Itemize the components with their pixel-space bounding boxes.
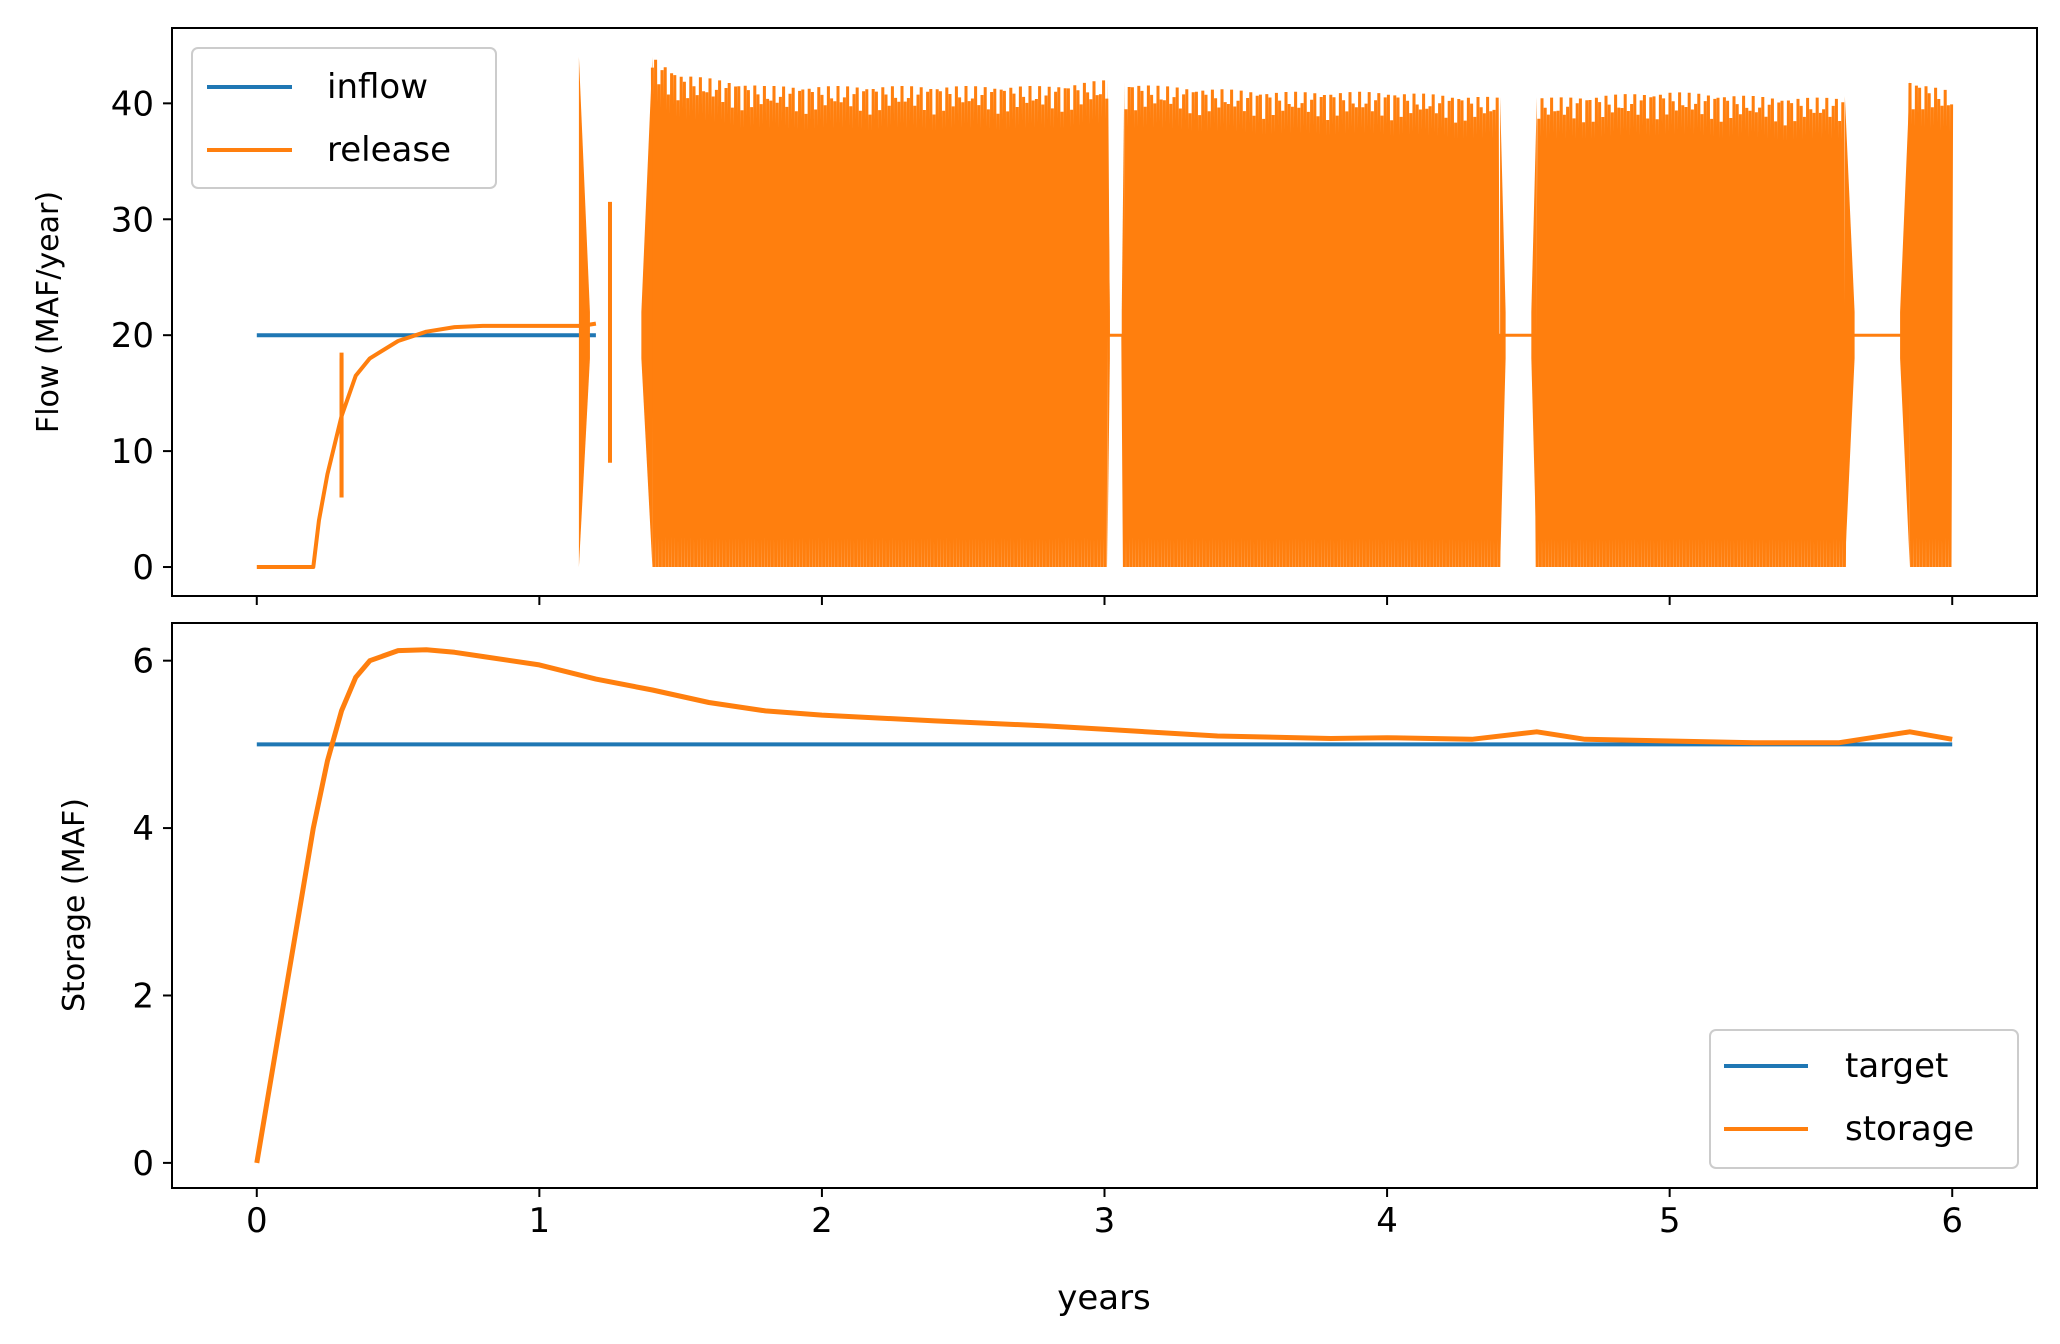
flow-y-axis-label: Flow (MAF/year) (31, 191, 66, 433)
storage-x-tick-label: 0 (246, 1201, 268, 1241)
series-release-transition (578, 56, 590, 568)
flow-y-tick-label: 20 (111, 316, 154, 356)
storage-y-tick-label: 2 (132, 976, 154, 1016)
storage-y-tick-label: 0 (132, 1144, 154, 1184)
series-line-release-oscillation (650, 59, 1954, 568)
storage-y-tick-label: 6 (132, 642, 154, 682)
storage-x-tick-label: 6 (1941, 1201, 1963, 1241)
flow-y-tick-label: 30 (111, 200, 154, 240)
flow-y-tick-label: 40 (111, 84, 154, 124)
legend-label-storage: storage (1845, 1109, 1974, 1149)
storage-x-tick-label: 3 (1094, 1201, 1116, 1241)
flow-legend-box (191, 47, 497, 189)
legend-label-release: release (327, 130, 451, 170)
storage-panel: 0 1 2 3 4 5 6 0 2 4 6 Storage (MAF) years target … (57, 622, 2038, 1318)
flow-y-tick-label: 10 (111, 432, 154, 472)
flow-x-ticks (255, 596, 1954, 605)
series-release-transition (1844, 96, 1855, 568)
flow-legend: inflow release (191, 47, 497, 189)
series-release-transition (1121, 82, 1125, 568)
storage-legend: target storage (1709, 1029, 2019, 1169)
flow-panel: 0 10 20 30 40 Flow (MAF/year) inflow release (31, 27, 2038, 605)
series-release-transition (641, 56, 653, 568)
series-release-transition (1531, 97, 1537, 568)
flow-plot-area (256, 56, 1954, 569)
storage-x-tick-label: 5 (1659, 1201, 1681, 1241)
flow-y-tick-label: 0 (132, 548, 154, 588)
flow-y-ticks: 0 10 20 30 40 (111, 84, 172, 588)
series-release-transition (1107, 80, 1110, 568)
storage-y-tick-label: 4 (132, 809, 154, 849)
legend-label-inflow: inflow (327, 67, 428, 107)
storage-plot-area (254, 647, 1953, 1164)
series-release-transition (1900, 80, 1910, 568)
legend-label-target: target (1845, 1046, 1948, 1086)
series-line-storage (254, 647, 1953, 1164)
storage-x-tick-label: 2 (811, 1201, 833, 1241)
storage-x-axis-label: years (1057, 1278, 1151, 1318)
storage-x-tick-label: 4 (1376, 1201, 1398, 1241)
series-line-release-ramp (256, 321, 597, 569)
storage-y-ticks: 0 2 4 6 (132, 642, 172, 1184)
storage-y-axis-label: Storage (MAF) (57, 798, 92, 1012)
series-release-transition (1500, 97, 1506, 568)
storage-x-tick-label: 1 (529, 1201, 551, 1241)
storage-x-ticks: 0 1 2 3 4 5 6 (246, 1188, 1963, 1241)
